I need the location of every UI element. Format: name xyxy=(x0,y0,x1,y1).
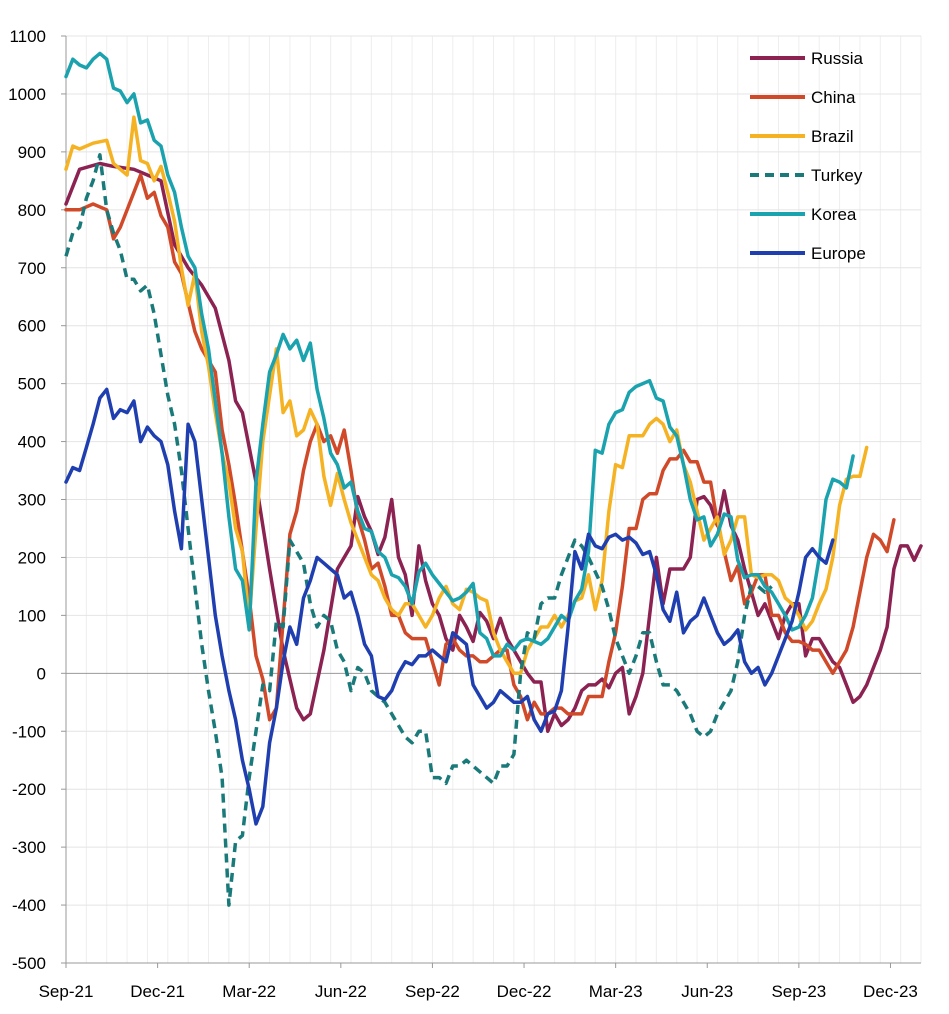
y-tick-label: -200 xyxy=(12,780,46,799)
y-tick-label: -300 xyxy=(12,838,46,857)
y-tick-label: 1100 xyxy=(9,27,46,46)
series-lines xyxy=(64,51,923,907)
y-tick-label: 200 xyxy=(18,548,46,567)
x-tick-label: Mar-22 xyxy=(222,982,276,1001)
legend-label: Europe xyxy=(811,244,866,263)
x-tick-label: Jun-22 xyxy=(315,982,367,1001)
legend-item-turkey: Turkey xyxy=(750,166,863,185)
y-tick-label: -400 xyxy=(12,896,46,915)
legend-label: Brazil xyxy=(811,127,854,146)
x-tick-label: Dec-22 xyxy=(497,982,552,1001)
legend-label: China xyxy=(811,88,856,107)
legend-item-korea: Korea xyxy=(750,205,857,224)
y-tick-label: 800 xyxy=(18,201,46,220)
legend-label: Korea xyxy=(811,205,857,224)
x-tick-label: Sep-22 xyxy=(405,982,460,1001)
legend-label: Russia xyxy=(811,49,864,68)
series-line-korea xyxy=(64,51,855,658)
x-tick-label: Sep-23 xyxy=(771,982,826,1001)
axes: -500 -400 -300 -200 -100 0 100 200 300 400 500 600 7… xyxy=(8,27,921,1001)
legend-label: Turkey xyxy=(811,166,863,185)
legend-item-china: China xyxy=(750,88,856,107)
y-tick-label: 100 xyxy=(18,606,46,625)
x-tick-label: Dec-21 xyxy=(130,982,185,1001)
x-tick-label: Sep-21 xyxy=(39,982,94,1001)
y-tick-label: -100 xyxy=(12,722,46,741)
y-tick-label: 700 xyxy=(18,259,46,278)
x-tick-label: Dec-23 xyxy=(863,982,918,1001)
legend-item-europe: Europe xyxy=(750,244,866,263)
y-tick-label: -500 xyxy=(12,954,46,973)
y-tick-label: 0 xyxy=(37,664,46,683)
grid xyxy=(65,35,922,964)
legend: Russia China Brazil Turkey Korea Europe xyxy=(750,49,866,263)
y-tick-label: 900 xyxy=(18,143,46,162)
x-tick-label: Jun-23 xyxy=(681,982,733,1001)
y-tick-label: 600 xyxy=(18,317,46,336)
y-tick-label: 1000 xyxy=(8,85,46,104)
y-tick-label: 400 xyxy=(18,433,46,452)
x-tick-label: Mar-23 xyxy=(589,982,643,1001)
y-tick-label: 500 xyxy=(18,375,46,394)
legend-item-brazil: Brazil xyxy=(750,127,854,146)
legend-item-russia: Russia xyxy=(750,49,864,68)
y-tick-label: 300 xyxy=(18,491,46,510)
series-line-europe xyxy=(64,387,835,826)
